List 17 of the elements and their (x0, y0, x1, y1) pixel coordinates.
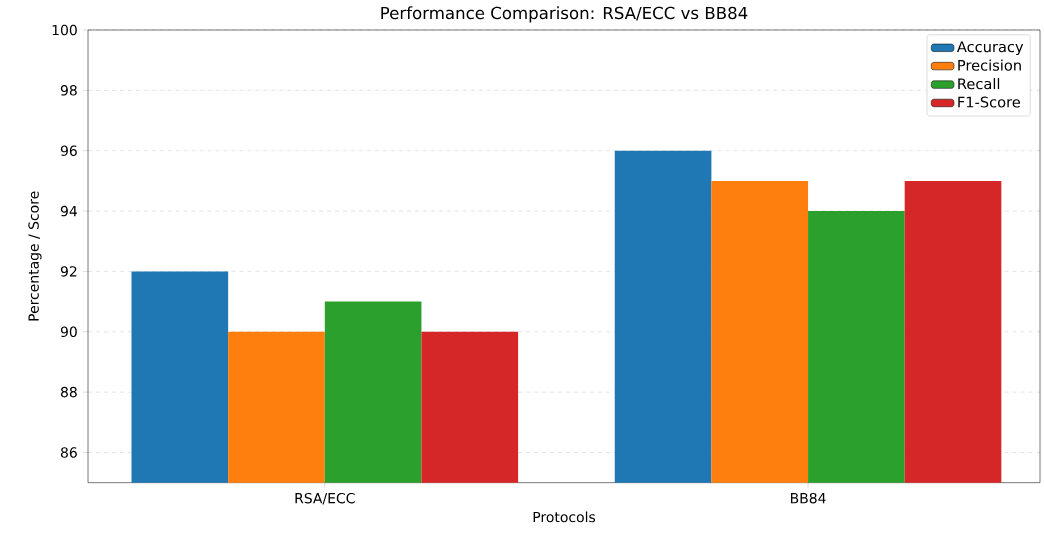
y-tick-label: 100 (52, 24, 77, 36)
legend-label: Accuracy (956, 41, 1024, 55)
y-tick-label: 96 (60, 145, 77, 156)
y-tick-label: 88 (60, 386, 77, 398)
x-tick-label: BB84 (790, 492, 826, 504)
x-axis-title: Protocols (533, 511, 596, 523)
y-tick-label: 90 (60, 326, 77, 337)
y-tick-label: 92 (60, 265, 77, 277)
legend-label: F1-Score (958, 96, 1021, 108)
y-tick-label: 98 (60, 84, 77, 96)
chart-title: Performance Comparison: RSA/ECC vs BB84 (381, 6, 748, 23)
y-tick-label: 94 (60, 205, 77, 217)
y-tick-label: 86 (60, 447, 77, 458)
legend-label: Precision (958, 59, 1021, 71)
x-tick-label: RSA/ECC (295, 492, 355, 505)
y-axis-title: Percentage / Score (28, 191, 42, 321)
legend-label: Recall (958, 77, 1000, 90)
